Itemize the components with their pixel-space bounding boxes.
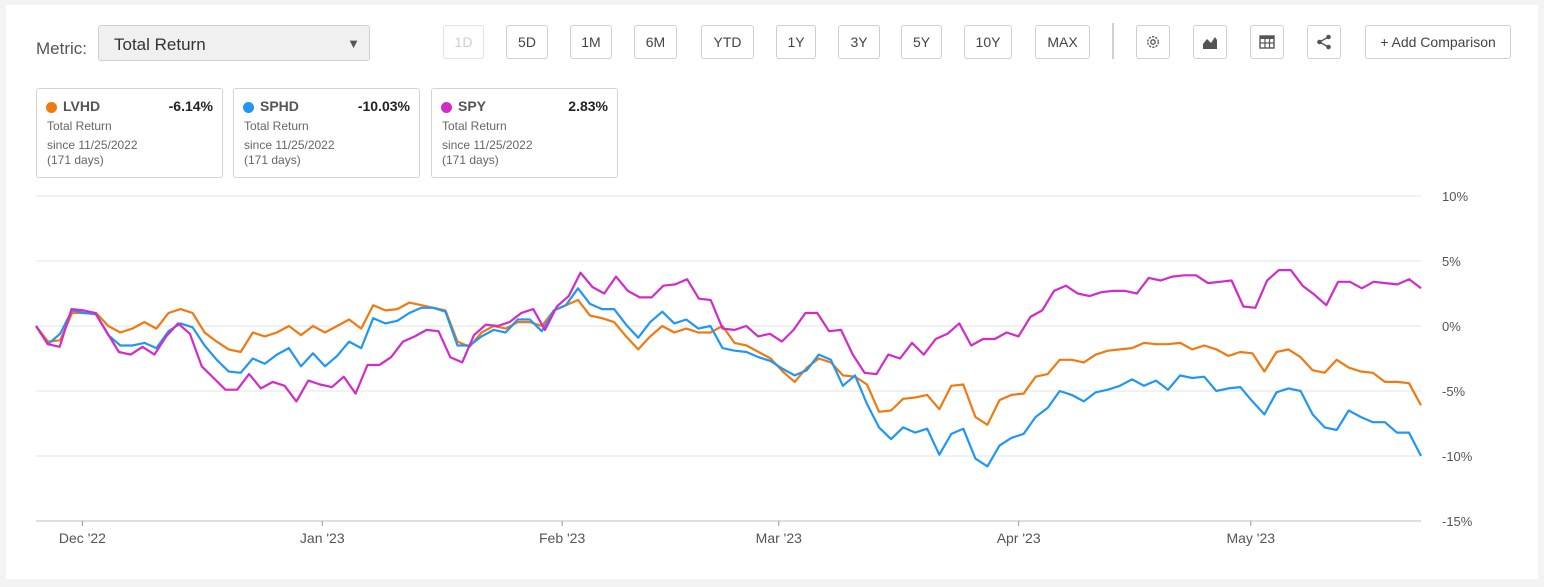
range-button-3y[interactable]: 3Y: [838, 25, 880, 59]
x-tick-label: Dec '22: [59, 530, 106, 546]
gear-icon: [1147, 36, 1159, 48]
card-since: since 11/25/2022: [47, 138, 138, 152]
card-since: since 11/25/2022: [442, 138, 533, 152]
share-button[interactable]: [1307, 25, 1341, 59]
card-days: (171 days): [47, 153, 104, 167]
y-tick-label: -10%: [1442, 449, 1473, 464]
range-button-1d[interactable]: 1D: [443, 25, 484, 59]
range-button-5d[interactable]: 5D: [506, 25, 548, 59]
legend-dot-sphd: [243, 102, 254, 113]
add-comparison-button[interactable]: + Add Comparison: [1365, 25, 1511, 59]
card-value: -6.14%: [168, 98, 213, 114]
card-value: -10.03%: [357, 98, 410, 114]
card-ticker: SPHD: [260, 98, 299, 114]
metric-label: Metric:: [36, 39, 87, 58]
legend-dot-lvhd: [46, 102, 57, 113]
card-metric: Total Return: [244, 119, 309, 133]
range-button-5y[interactable]: 5Y: [901, 25, 942, 59]
card-days: (171 days): [442, 153, 499, 167]
settings-button[interactable]: [1136, 25, 1170, 59]
share-icon: [1317, 34, 1331, 50]
metric-select[interactable]: Total Return ▼: [98, 25, 370, 61]
x-tick-label: Apr '23: [997, 530, 1041, 546]
legend-dot-spy: [441, 102, 452, 113]
card-since: since 11/25/2022: [244, 138, 335, 152]
y-tick-label: -5%: [1442, 384, 1466, 399]
card-metric: Total Return: [442, 119, 507, 133]
series-line-lvhd: [35, 298, 1422, 426]
return-chart: 10% 5% 0% -5% -10% -15% Dec '22 Jan '23 Feb '23 M…: [35, 189, 1473, 546]
legend-card-lvhd: LVHD -6.14% Total Return since 11/25/202…: [36, 88, 223, 178]
chart-type-icon: [1203, 37, 1217, 49]
y-tick-label: -15%: [1442, 514, 1473, 529]
x-tick-label: Jan '23: [300, 530, 345, 546]
card-days: (171 days): [244, 153, 301, 167]
legend-card-sphd: SPHD -10.03% Total Return since 11/25/20…: [233, 88, 420, 178]
series-line-sphd: [35, 287, 1422, 468]
series-line-spy: [35, 269, 1422, 403]
range-button-max[interactable]: MAX: [1035, 25, 1090, 59]
range-button-6m[interactable]: 6M: [634, 25, 677, 59]
card-ticker: LVHD: [63, 98, 101, 114]
chart-panel: Metric: Total Return ▼ 1D 5D 1M 6M YTD 1…: [6, 5, 1538, 579]
y-tick-label: 0%: [1442, 319, 1461, 334]
card-metric: Total Return: [47, 119, 112, 133]
chevron-down-icon: ▼: [347, 36, 360, 51]
y-tick-label: 10%: [1442, 189, 1468, 204]
x-tick-label: Mar '23: [756, 530, 802, 546]
table-icon: [1259, 35, 1275, 49]
toolbar-divider: [1112, 23, 1114, 59]
card-ticker: SPY: [458, 98, 487, 114]
range-button-10y[interactable]: 10Y: [964, 25, 1012, 59]
metric-select-value: Total Return: [114, 35, 206, 54]
range-button-1y[interactable]: 1Y: [776, 25, 816, 59]
range-button-ytd[interactable]: YTD: [701, 25, 754, 59]
y-tick-label: 5%: [1442, 254, 1461, 269]
chart-type-button[interactable]: [1193, 25, 1227, 59]
legend-card-spy: SPY 2.83% Total Return since 11/25/2022 …: [431, 88, 618, 178]
range-button-1m[interactable]: 1M: [570, 25, 612, 59]
x-tick-label: May '23: [1226, 530, 1275, 546]
x-tick-label: Feb '23: [539, 530, 585, 546]
card-value: 2.83%: [568, 98, 608, 114]
table-view-button[interactable]: [1250, 25, 1284, 59]
